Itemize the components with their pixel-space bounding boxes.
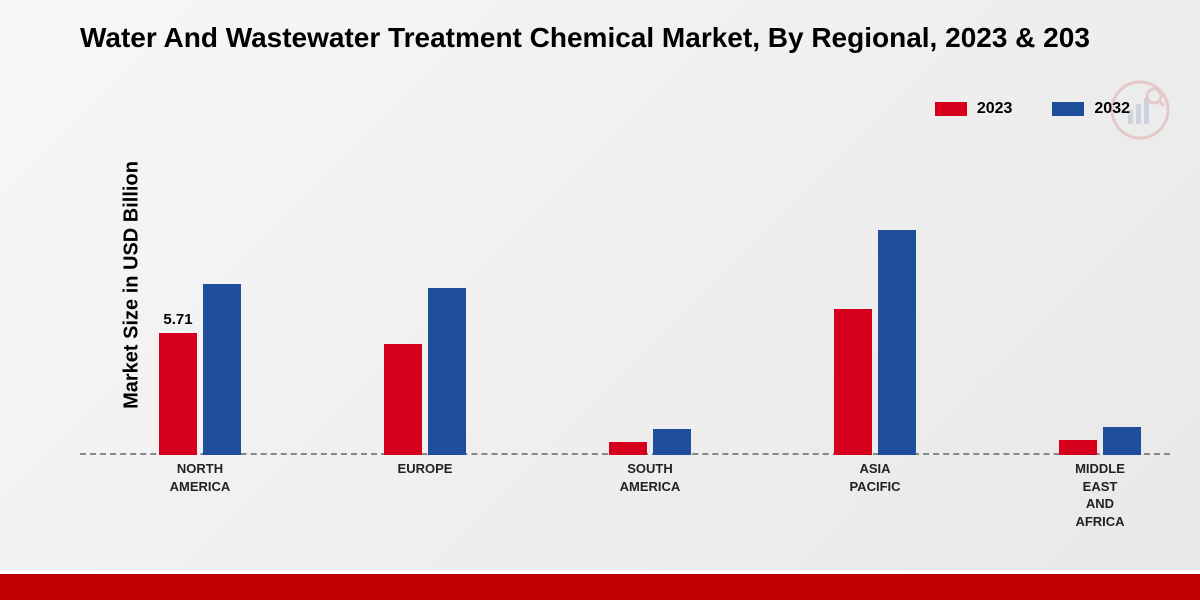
x-axis-label: EUROPE [355, 460, 495, 478]
x-axis-labels: NORTHAMERICA EUROPE SOUTHAMERICA ASIAPACIFI… [80, 460, 1170, 540]
legend-label-2032: 2032 [1094, 100, 1130, 118]
bar-group [1040, 427, 1160, 455]
bar [1103, 427, 1141, 455]
bar [878, 230, 916, 455]
legend-swatch-2032 [1052, 102, 1084, 116]
x-axis-label: SOUTHAMERICA [580, 460, 720, 495]
legend: 2023 2032 [935, 100, 1130, 118]
bar [834, 309, 872, 455]
legend-label-2023: 2023 [977, 100, 1013, 118]
footer-bar [0, 572, 1200, 600]
legend-item-2032: 2032 [1052, 100, 1130, 118]
bar [1059, 440, 1097, 455]
bar [653, 429, 691, 455]
chart-container: Water And Wastewater Treatment Chemical … [0, 0, 1200, 570]
legend-swatch-2023 [935, 102, 967, 116]
bar-group [365, 288, 485, 455]
bar-value-label: 5.71 [163, 311, 192, 328]
x-axis-label: MIDDLEEASTANDAFRICA [1030, 460, 1170, 530]
bar [384, 344, 422, 455]
bar [428, 288, 466, 455]
bar-group [590, 429, 710, 455]
bar-group [815, 230, 935, 455]
bar [203, 284, 241, 455]
x-axis-label: ASIAPACIFIC [805, 460, 945, 495]
legend-item-2023: 2023 [935, 100, 1013, 118]
bar: 5.71 [159, 333, 197, 455]
plot-area: 5.71 [80, 155, 1170, 455]
x-axis-label: NORTHAMERICA [130, 460, 270, 495]
bar [609, 442, 647, 455]
bar-group: 5.71 [140, 284, 260, 455]
chart-title: Water And Wastewater Treatment Chemical … [80, 22, 1200, 54]
